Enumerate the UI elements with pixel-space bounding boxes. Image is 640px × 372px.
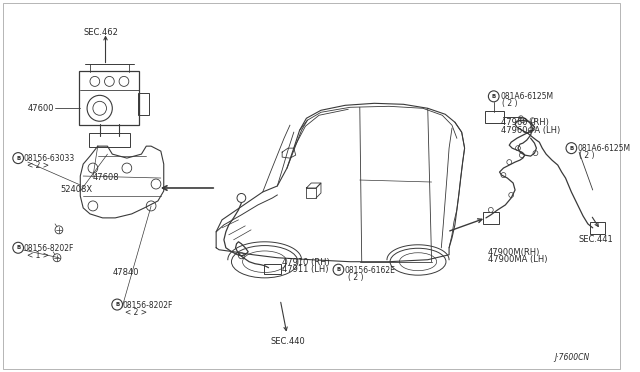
Text: B: B <box>492 94 496 99</box>
Circle shape <box>488 208 493 212</box>
Text: ( 2 ): ( 2 ) <box>502 99 518 108</box>
Text: ( 2 ): ( 2 ) <box>348 273 364 282</box>
Text: < 2 >: < 2 > <box>27 161 49 170</box>
Circle shape <box>518 116 524 121</box>
Text: B: B <box>115 302 119 307</box>
Circle shape <box>530 126 535 131</box>
Circle shape <box>88 163 98 173</box>
Circle shape <box>509 192 514 198</box>
Text: 08156-6162E: 08156-6162E <box>344 266 395 275</box>
Circle shape <box>13 242 24 253</box>
Circle shape <box>53 254 61 262</box>
Text: 47900MA (LH): 47900MA (LH) <box>488 255 547 264</box>
Circle shape <box>151 179 161 189</box>
Circle shape <box>122 163 132 173</box>
Text: B: B <box>336 267 340 272</box>
Circle shape <box>566 143 577 154</box>
Text: 47960 (RH): 47960 (RH) <box>502 118 549 127</box>
Text: ( 2 ): ( 2 ) <box>579 151 595 160</box>
Circle shape <box>239 253 244 259</box>
Circle shape <box>530 118 535 123</box>
Circle shape <box>520 118 525 123</box>
Circle shape <box>507 160 511 164</box>
Circle shape <box>88 201 98 211</box>
Text: 52408X: 52408X <box>61 185 93 194</box>
Circle shape <box>13 153 24 164</box>
Circle shape <box>520 153 524 158</box>
Text: 47911 (LH): 47911 (LH) <box>282 265 329 274</box>
Text: 08156-63033: 08156-63033 <box>24 154 76 163</box>
Text: J·7600CN: J·7600CN <box>554 353 589 362</box>
Text: 08156-8202F: 08156-8202F <box>123 301 173 310</box>
Text: 47910 (RH): 47910 (RH) <box>282 258 330 267</box>
Text: 47608: 47608 <box>93 173 120 182</box>
Text: 47900M(RH): 47900M(RH) <box>488 248 540 257</box>
Circle shape <box>501 173 506 177</box>
Circle shape <box>488 91 499 102</box>
Text: B: B <box>16 155 20 161</box>
Circle shape <box>237 193 246 202</box>
Circle shape <box>147 201 156 211</box>
Text: 47960+A (LH): 47960+A (LH) <box>502 126 561 135</box>
Text: SEC.462: SEC.462 <box>83 28 118 36</box>
Circle shape <box>516 146 520 151</box>
Circle shape <box>533 151 538 155</box>
Text: B: B <box>16 245 20 250</box>
Text: < 2 >: < 2 > <box>125 308 147 317</box>
Circle shape <box>112 299 122 310</box>
Text: SEC.440: SEC.440 <box>271 337 305 346</box>
Text: 08156-8202F: 08156-8202F <box>24 244 74 253</box>
Circle shape <box>333 264 344 275</box>
Text: 081A6-6125M: 081A6-6125M <box>500 92 554 101</box>
Text: B: B <box>569 146 573 151</box>
Text: 47840: 47840 <box>112 268 139 277</box>
Text: 47600: 47600 <box>28 104 54 113</box>
Circle shape <box>55 226 63 234</box>
Text: SEC.441: SEC.441 <box>578 235 613 244</box>
Circle shape <box>528 128 533 133</box>
Text: 081A6-6125M: 081A6-6125M <box>577 144 630 153</box>
Text: < 1 >: < 1 > <box>27 251 49 260</box>
